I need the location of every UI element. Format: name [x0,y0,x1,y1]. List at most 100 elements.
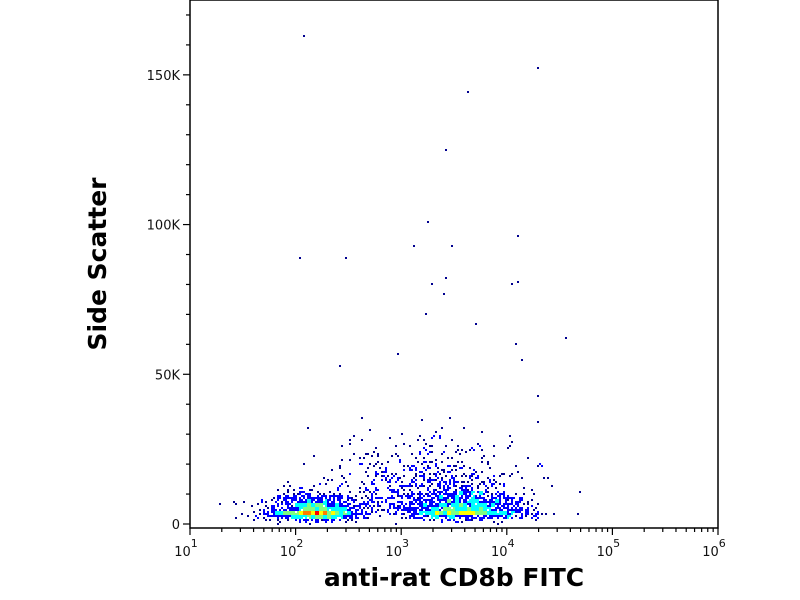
data-point [331,519,333,521]
data-point [503,503,505,505]
data-point [323,517,325,519]
data-point [317,499,319,501]
data-point [547,477,549,479]
data-point [309,497,311,499]
data-point [499,513,501,515]
data-point [419,513,421,515]
data-point [469,477,471,479]
data-point [313,499,315,501]
data-point [423,479,425,481]
data-point [409,507,411,509]
data-point [281,503,283,505]
data-point [415,467,417,469]
data-point [453,477,455,479]
data-point [477,491,479,493]
data-point [455,469,457,471]
data-point [437,511,439,513]
data-point [365,505,367,507]
data-point [451,503,453,505]
data-point [509,497,511,499]
data-point [367,453,369,455]
data-point [343,509,345,511]
data-point [535,519,537,521]
data-point [511,517,513,519]
data-point [311,497,313,499]
data-point [317,513,319,515]
data-point [487,511,489,513]
data-point [441,469,443,471]
data-point [329,515,331,517]
data-point [307,501,309,503]
data-point [333,495,335,497]
data-point [253,519,255,521]
data-point [359,487,361,489]
data-point [443,513,445,515]
data-point [527,509,529,511]
data-point [397,477,399,479]
data-point [277,517,279,519]
data-point [339,485,341,487]
data-point [349,439,351,441]
data-point [307,507,309,509]
data-point [447,489,449,491]
data-point [347,497,349,499]
data-point [287,501,289,503]
data-point [423,439,425,441]
data-point [443,515,445,517]
data-point [339,467,341,469]
data-point [431,283,433,285]
data-point [455,475,457,477]
data-point [421,505,423,507]
data-point [289,507,291,509]
data-point [491,511,493,513]
data-point [275,511,277,513]
data-point [465,517,467,519]
data-point [423,485,425,487]
data-point [483,493,485,495]
data-point [437,505,439,507]
data-point [457,521,459,523]
data-point [347,513,349,515]
data-point [313,505,315,507]
data-point [323,501,325,503]
data-point [445,517,447,519]
data-point [475,513,477,515]
data-point [283,493,285,495]
data-point [553,513,555,515]
data-point [413,477,415,479]
data-point [461,507,463,509]
data-point [439,501,441,503]
data-point [287,515,289,517]
data-point [493,513,495,515]
data-point [453,519,455,521]
data-point [449,517,451,519]
data-point [327,499,329,501]
data-point [527,507,529,509]
data-point [473,503,475,505]
data-point [295,517,297,519]
data-point [417,487,419,489]
data-point [433,435,435,437]
data-point [425,461,427,463]
data-point [455,489,457,491]
data-point [291,517,293,519]
data-point [521,517,523,519]
data-point [519,507,521,509]
data-point [333,501,335,503]
data-point [443,497,445,499]
data-point [329,491,331,493]
data-point [493,511,495,513]
data-point [451,501,453,503]
data-point [323,503,325,505]
data-point [295,503,297,505]
data-point [287,507,289,509]
data-point [477,505,479,507]
data-point [437,491,439,493]
data-point [495,515,497,517]
data-point [431,515,433,517]
data-point [351,513,353,515]
data-point [509,475,511,477]
data-point [307,511,309,513]
data-point [485,503,487,505]
data-point [349,491,351,493]
